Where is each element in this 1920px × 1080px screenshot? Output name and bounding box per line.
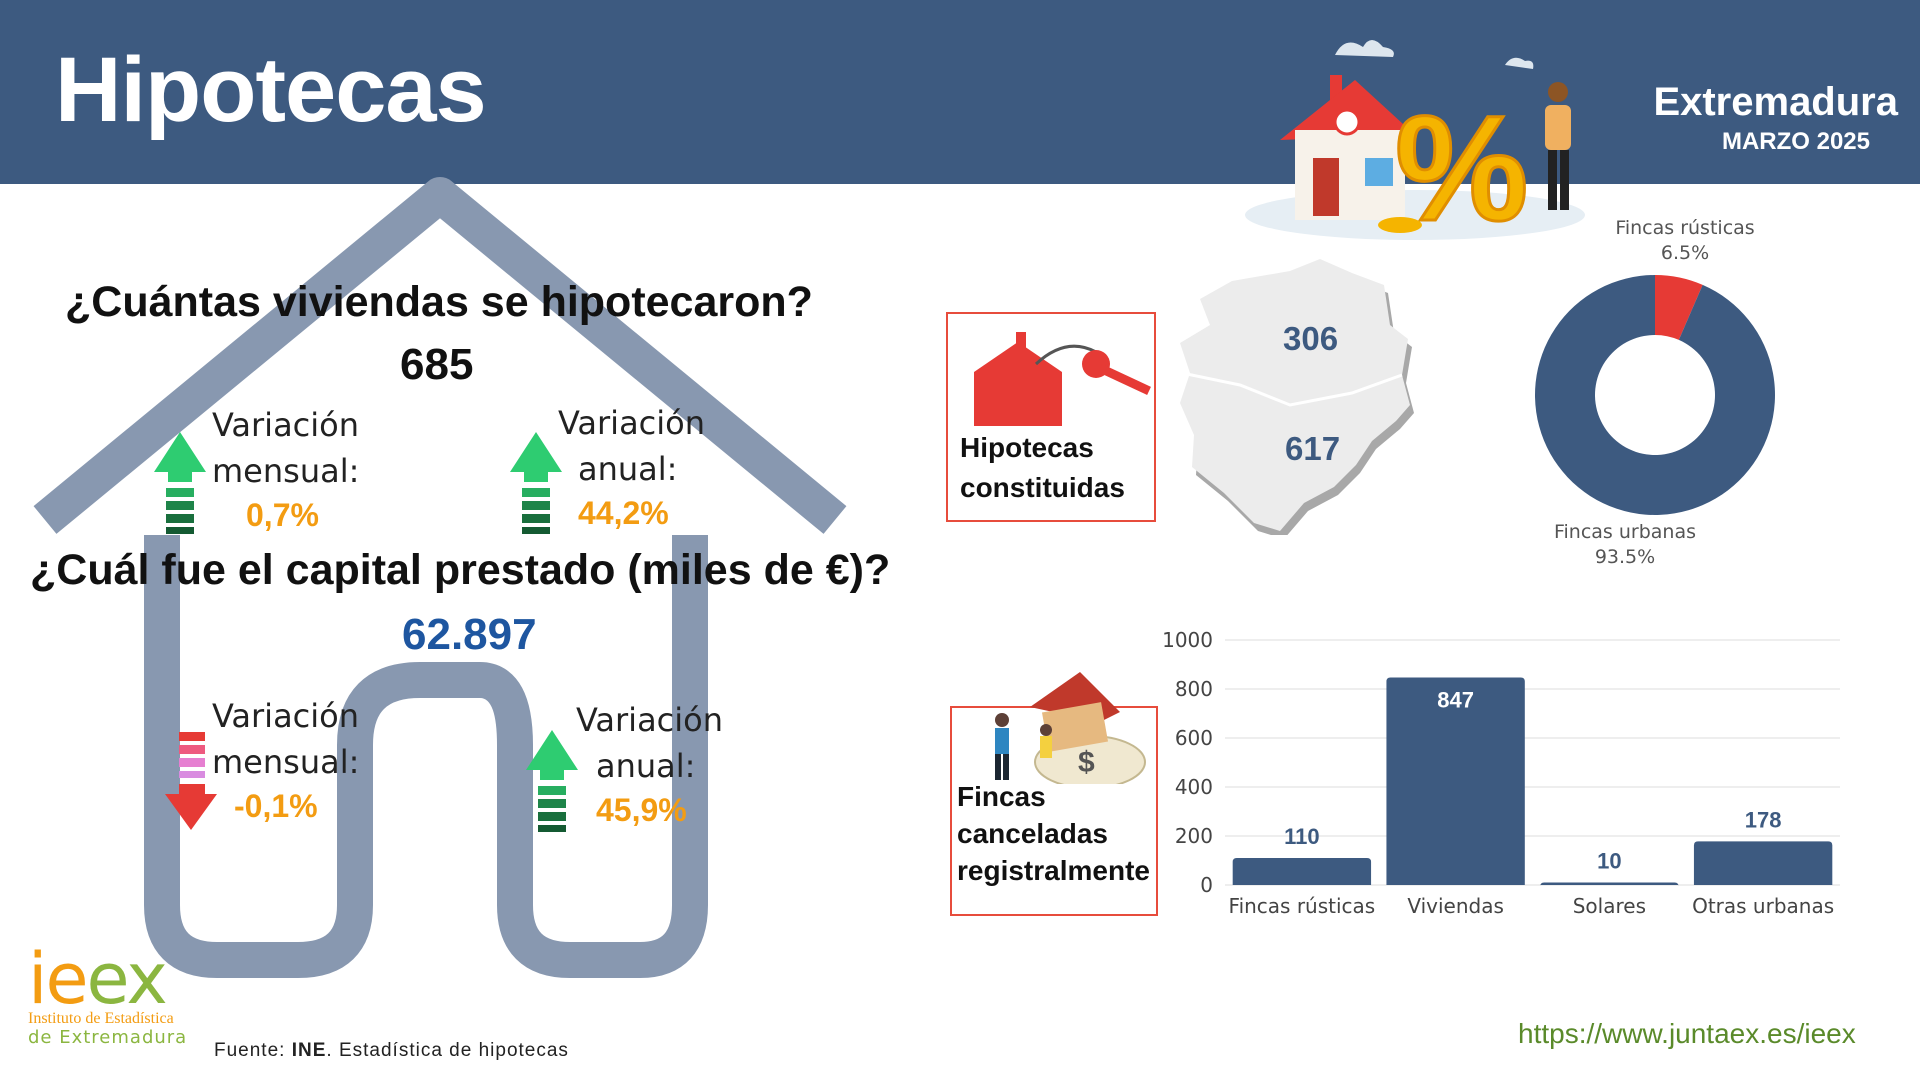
capital-value: 62.897 [402, 610, 537, 659]
donut-label-urbanas: Fincas urbanas 93.5% [1553, 521, 1697, 568]
bar-value-label: 10 [1597, 849, 1621, 874]
viviendas-mensual-label: Variación mensual: [212, 406, 360, 490]
map-value-caceres: 306 [1283, 320, 1339, 357]
svg-text:$: $ [1078, 746, 1095, 779]
y-tick-label: 0 [1200, 873, 1213, 897]
y-tick-label: 800 [1175, 677, 1213, 701]
people-pushing-house-icon: $ [995, 672, 1146, 784]
bar-0 [1232, 858, 1372, 885]
region-title: Extremadura [1653, 80, 1898, 124]
extremadura-map [1180, 259, 1414, 535]
bar-chart: 0 200 400 600 800 1000 110 Fincas rústicas 847 Vi… [1162, 628, 1840, 918]
x-tick-label: Viviendas [1407, 894, 1504, 918]
map-value-badajoz: 617 [1285, 430, 1341, 467]
bar-2 [1540, 882, 1679, 887]
bar-3 [1693, 841, 1833, 885]
house-outline [33, 177, 847, 978]
capital-anual-value: 45,9% [596, 792, 687, 828]
viviendas-question: ¿Cuántas viviendas se hipotecaron? [65, 278, 813, 326]
house-percent-illustration: % [1245, 40, 1585, 245]
svg-text:%: % [1395, 84, 1528, 245]
arrow-up-icon [154, 432, 206, 534]
hipotecas-constituidas-box: Hipotecas constituidas [946, 312, 1156, 522]
y-tick-label: 1000 [1162, 628, 1213, 652]
donut-chart [1535, 275, 1775, 515]
capital-question: ¿Cuál fue el capital prestado (miles de … [30, 546, 891, 594]
capital-mensual-label: Variación mensual: [212, 697, 360, 781]
arrow-down-icon [165, 732, 217, 830]
source-note: Fuente: INE. Estadística de hipotecas [214, 1040, 569, 1061]
header-bar [0, 0, 1920, 184]
logo-wordmark: ieex [28, 938, 168, 1020]
ieex-logo: ieex Instituto de Estadística de Extrema… [28, 938, 208, 1048]
donut-label-rusticas: Fincas rústicas 6.5% [1615, 217, 1755, 264]
bar-value-label: 847 [1437, 687, 1474, 712]
viviendas-anual-value: 44,2% [578, 495, 669, 531]
page-title: Hipotecas [55, 39, 487, 141]
viviendas-anual-label: Variación anual: [558, 404, 706, 488]
arrow-up-icon [526, 730, 578, 832]
y-tick-label: 200 [1175, 824, 1213, 848]
period-label: MARZO 2025 [1721, 128, 1870, 155]
y-tick-label: 400 [1175, 775, 1213, 799]
canceladas-label: Fincas canceladas registralmente [957, 781, 1150, 886]
x-tick-label: Fincas rústicas [1229, 894, 1376, 918]
bar-value-label: 178 [1745, 807, 1782, 832]
x-tick-label: Solares [1573, 894, 1646, 918]
donut-slice-1 [1535, 275, 1775, 515]
capital-anual-label: Variación anual: [576, 701, 724, 785]
house-key-icon [974, 332, 1151, 426]
x-tick-label: Otras urbanas [1692, 894, 1834, 918]
donut-slice-0 [1655, 275, 1703, 340]
viviendas-value: 685 [400, 340, 474, 389]
constituidas-label: Hipotecas constituidas [960, 432, 1125, 503]
arrow-up-icon [510, 432, 562, 534]
bar-1 [1386, 677, 1525, 885]
viviendas-mensual-value: 0,7% [246, 497, 319, 533]
bar-value-label: 110 [1284, 824, 1320, 849]
capital-mensual-value: -0,1% [234, 788, 318, 824]
site-link[interactable]: https://www.juntaex.es/ieex [1518, 1018, 1856, 1049]
y-tick-label: 600 [1175, 726, 1213, 750]
